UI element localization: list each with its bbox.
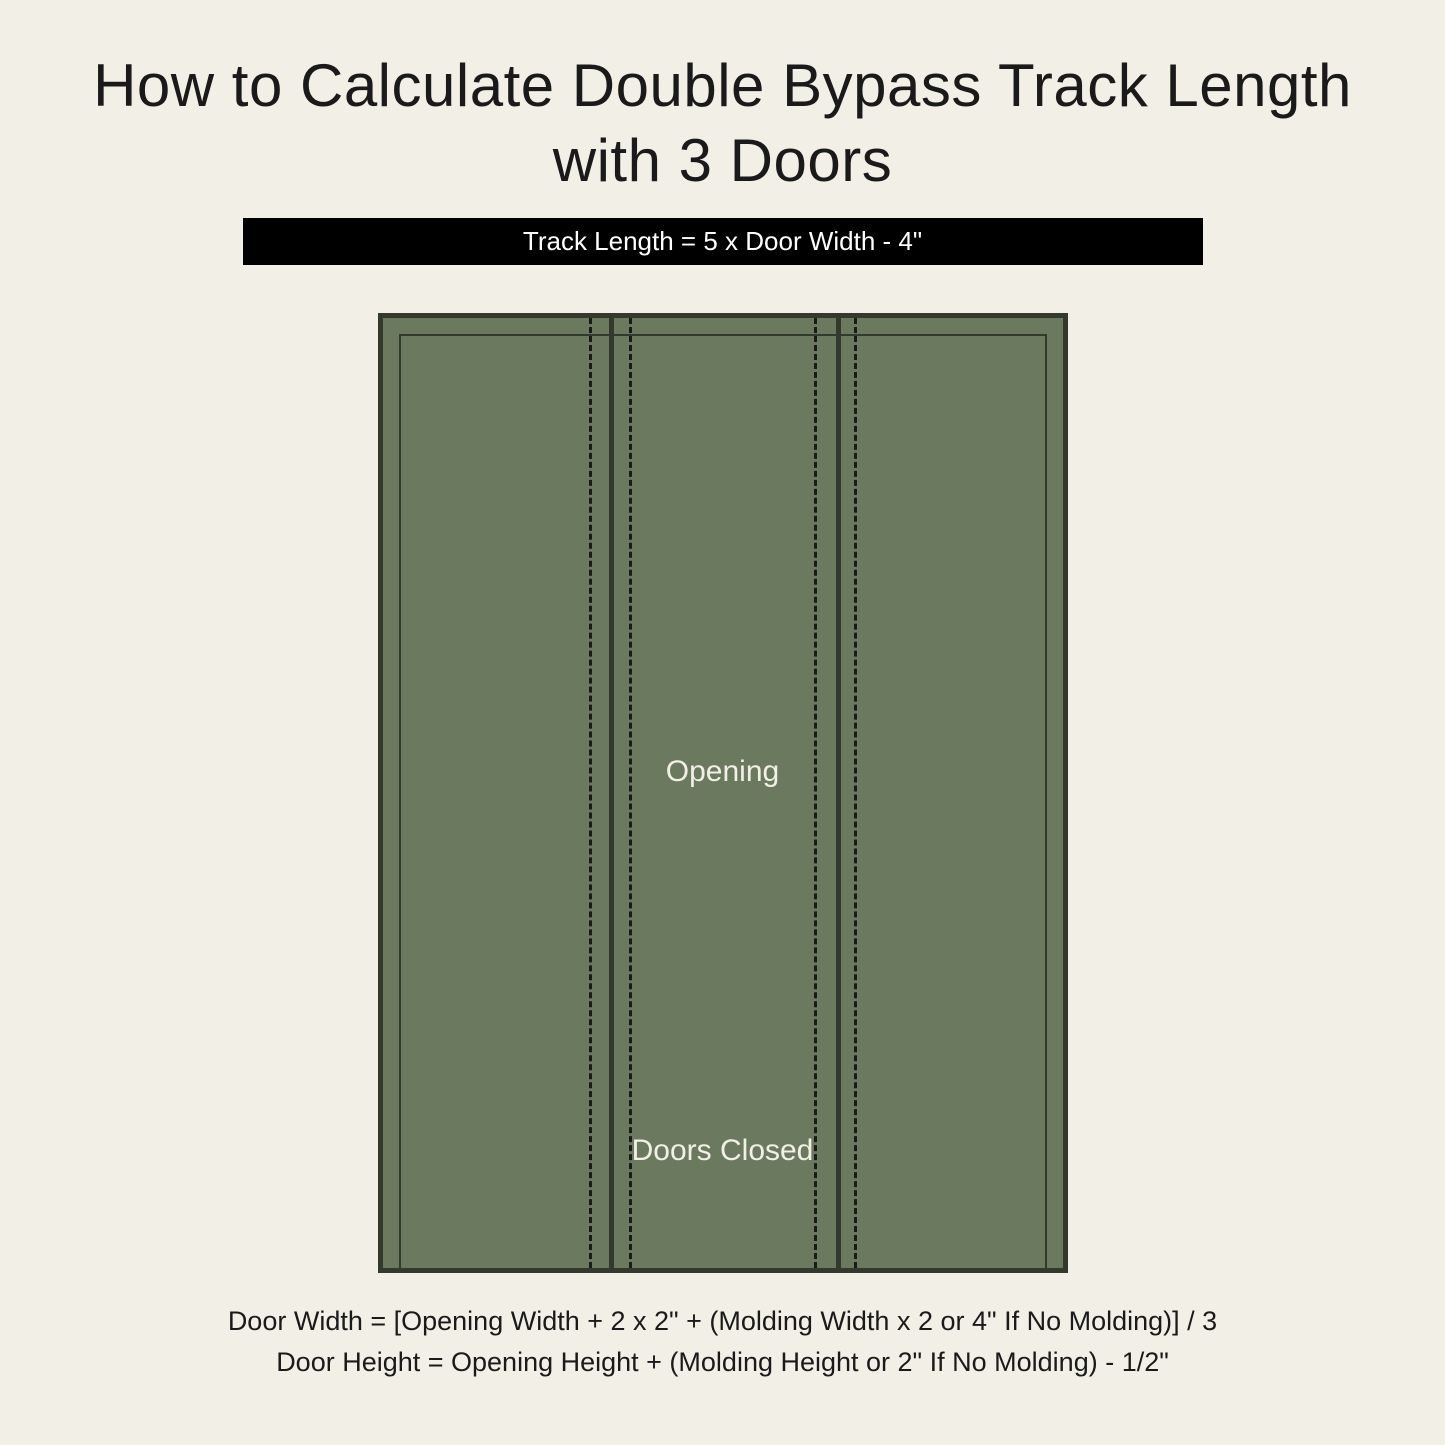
door-dashed-divider	[589, 318, 592, 1268]
door-dashed-divider	[814, 318, 817, 1268]
footer-formulas: Door Width = [Opening Width + 2 x 2" + (…	[90, 1301, 1355, 1382]
door-solid-divider	[609, 318, 614, 1268]
door-solid-divider	[836, 318, 841, 1268]
door-width-formula: Door Width = [Opening Width + 2 x 2" + (…	[90, 1301, 1355, 1342]
door-dashed-divider	[854, 318, 857, 1268]
page-title: How to Calculate Double Bypass Track Len…	[90, 48, 1355, 198]
doors-state-label: Doors Closed	[383, 1134, 1063, 1168]
track-length-formula-bar: Track Length = 5 x Door Width - 4"	[243, 218, 1203, 265]
door-inner-outline	[399, 334, 1047, 1273]
door-dashed-divider	[629, 318, 632, 1268]
door-height-formula: Door Height = Opening Height + (Molding …	[90, 1342, 1355, 1383]
opening-label: Opening	[383, 755, 1063, 789]
door-diagram: Opening Doors Closed	[378, 313, 1068, 1273]
